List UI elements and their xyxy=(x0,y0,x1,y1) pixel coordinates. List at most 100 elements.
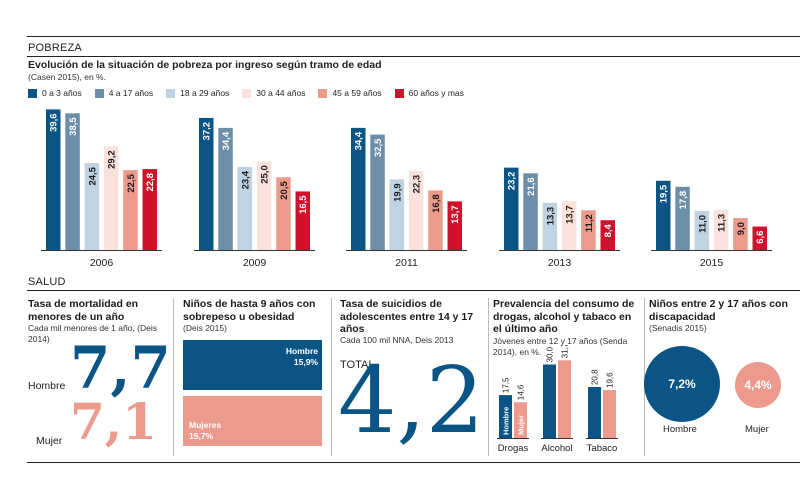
legend-label: 0 a 3 años xyxy=(42,88,82,98)
drogas-bar-chart: 17,5 Hombre 14,6 Mujer Drogas 30,0 31,7 Alcohol… xyxy=(497,345,618,454)
bar xyxy=(499,395,512,438)
bar xyxy=(603,389,616,438)
bar-value-label: 13,3 xyxy=(545,207,556,226)
bar xyxy=(103,146,119,250)
separator xyxy=(173,298,174,456)
sobrepeso-mujeres-box: Mujeres 15,7% xyxy=(183,396,322,446)
bar xyxy=(46,109,61,250)
bar xyxy=(84,163,100,250)
bar xyxy=(752,226,767,250)
sobrepeso-hombre-value: 15,9% xyxy=(293,357,318,367)
bar-value-label: 30,0 xyxy=(546,346,555,362)
drogas-subtitle: Jóvenes entre 12 y 17 años (Senda 2014),… xyxy=(493,336,628,357)
bar-value-label: 9,0 xyxy=(736,222,747,235)
bar-value-label: 14,6 xyxy=(517,384,526,400)
bar xyxy=(523,173,538,250)
bar xyxy=(256,161,272,250)
x-tick-label: 2013 xyxy=(548,257,572,269)
legend-item: 18 a 29 años xyxy=(166,88,229,98)
x-tick-label: 2011 xyxy=(395,257,418,269)
bar xyxy=(123,170,138,250)
suicidios-total-value: 4,2 xyxy=(338,347,485,454)
sobrepeso-title: Niños de hasta 9 años con sobrepeso u ob… xyxy=(183,298,316,323)
bar-value-label: 37,2 xyxy=(202,122,213,141)
bar xyxy=(351,127,366,250)
bar-value-label: 34,4 xyxy=(221,131,232,150)
bar-value-label: 23,2 xyxy=(507,172,518,191)
legend-swatch xyxy=(242,88,252,98)
bar-value-label: 39,6 xyxy=(49,113,60,132)
salud-rule xyxy=(27,290,800,291)
bar-value-label: 19,5 xyxy=(659,184,670,203)
suicidios-title: Tasa de suicidios de adolescentes entre … xyxy=(340,298,474,335)
bar-value-label: 31,7 xyxy=(561,345,570,358)
bar-value-label: 23,4 xyxy=(240,170,251,189)
bar xyxy=(295,191,310,250)
legend: 0 a 3 años 4 a 17 años 18 a 29 años 30 a… xyxy=(28,88,477,98)
legend-item: 30 a 44 años xyxy=(242,88,305,98)
bar xyxy=(588,387,601,438)
mortalidad-hombre-label: Hombre xyxy=(28,380,66,392)
discapacidad-mujer-label: Mujer xyxy=(745,424,769,435)
discapacidad-subtitle: (Senadis 2015) xyxy=(649,323,707,333)
legend-label: 4 a 17 años xyxy=(108,88,154,98)
bar xyxy=(428,190,443,250)
x-tick-label: Drogas xyxy=(498,443,529,454)
bar-value-label: 24,5 xyxy=(87,166,98,185)
bar-value-label: 29,2 xyxy=(107,150,118,169)
mortalidad-title: Tasa de mortalidad en menores de un año xyxy=(28,298,139,323)
series-label: Hombre xyxy=(502,407,511,435)
sobrepeso-hombre-label: Hombre xyxy=(285,346,318,356)
drogas-title: Prevalencia del consumo de drogas, alcoh… xyxy=(493,298,635,335)
bar xyxy=(713,209,729,250)
legend-swatch xyxy=(166,88,176,98)
bar xyxy=(389,179,405,250)
bar xyxy=(65,113,80,250)
suicidios-subtitle: Cada 100 mil NNA, Deis 2013 xyxy=(340,335,454,345)
chart-subtitle: (Casen 2015), en %. xyxy=(28,72,106,82)
sobrepeso-mujeres-label: Mujeres xyxy=(189,420,222,430)
bar xyxy=(675,186,690,250)
x-tick-label: Alcohol xyxy=(541,443,572,454)
legend-swatch xyxy=(94,88,104,98)
bar xyxy=(600,220,615,250)
discapacidad-mujer-circle: 4,4% xyxy=(735,362,781,408)
bar xyxy=(408,170,424,250)
mortalidad-mujer-label: Mujer xyxy=(36,435,63,447)
discapacidad-title: Niños entre 2 y 17 años con discapacidad xyxy=(649,298,788,323)
bar-value-label: 17,5 xyxy=(502,377,511,393)
legend-swatch xyxy=(318,88,328,98)
bar xyxy=(142,169,157,250)
pobreza-rule xyxy=(27,56,800,57)
bar-value-label: 22,3 xyxy=(412,175,423,194)
suicidios-total-label: TOTAL xyxy=(340,359,375,371)
legend-label: 18 a 29 años xyxy=(180,88,230,98)
sobrepeso-hombre-box: Hombre 15,9% xyxy=(183,340,322,390)
separator xyxy=(331,298,332,456)
legend-item: 0 a 3 años xyxy=(28,88,82,98)
bar-value-label: 16,5 xyxy=(298,195,309,214)
mortalidad-mujer-value: 7,1 xyxy=(70,392,157,451)
legend-item: 45 a 59 años xyxy=(318,88,382,98)
bar xyxy=(370,134,385,250)
bar-value-label: 6,6 xyxy=(755,231,766,244)
legend-swatch xyxy=(394,88,404,98)
legend-item: 4 a 17 años xyxy=(94,88,154,98)
bar-value-label: 16,8 xyxy=(431,194,442,213)
discapacidad-hombre-circle: 7,2% xyxy=(644,346,720,422)
bar xyxy=(733,218,748,250)
mortalidad-subtitle: Cada mil menores de 1 año, (Deis 2014) xyxy=(28,323,157,344)
top-rule xyxy=(27,36,800,37)
section-title-salud: SALUD xyxy=(28,276,66,288)
legend-label: 30 a 44 años xyxy=(256,88,306,98)
bar xyxy=(561,201,577,250)
legend-item: 60 años y mas xyxy=(394,88,464,98)
legend-label: 60 años y mas xyxy=(408,88,464,98)
bar-value-label: 22,8 xyxy=(145,173,156,192)
bar xyxy=(504,167,519,250)
bar xyxy=(543,364,556,438)
bar xyxy=(276,177,291,250)
bar-value-label: 17,8 xyxy=(678,191,689,210)
bar-value-label: 19,6 xyxy=(606,372,615,388)
